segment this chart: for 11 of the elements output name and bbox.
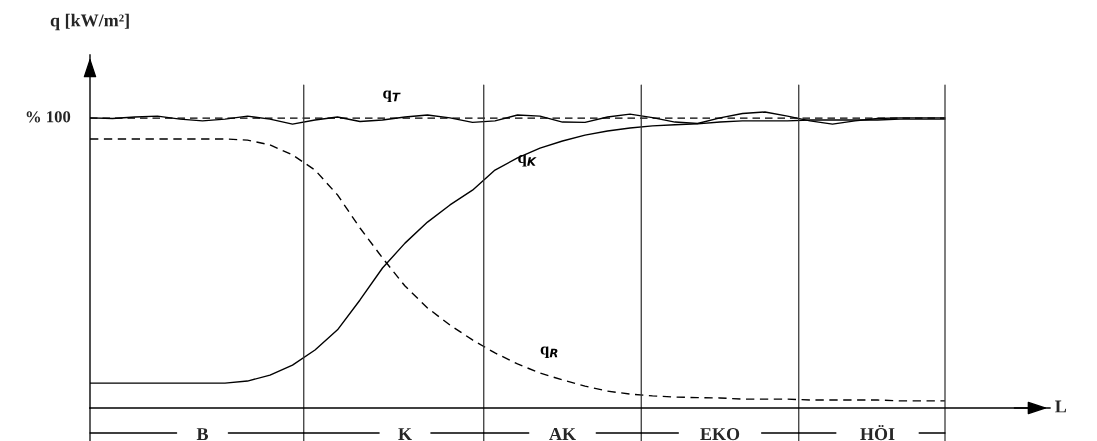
text: L (1055, 400, 1067, 413)
x-tick-label: HÖI (860, 425, 895, 441)
series-label: q$_{R}$ (540, 346, 558, 358)
y-axis-title: q [kW/m²] (50, 13, 129, 31)
x-tick-label: EKO (700, 428, 740, 441)
x-tick-label: K (398, 428, 412, 440)
x-tick-label: B (196, 428, 209, 441)
series-label: q$_{T}$ (383, 90, 401, 102)
series-label: q$_{K}$ (518, 154, 537, 167)
x-tick-label: AK (549, 428, 576, 440)
text: % 100 (26, 111, 71, 123)
